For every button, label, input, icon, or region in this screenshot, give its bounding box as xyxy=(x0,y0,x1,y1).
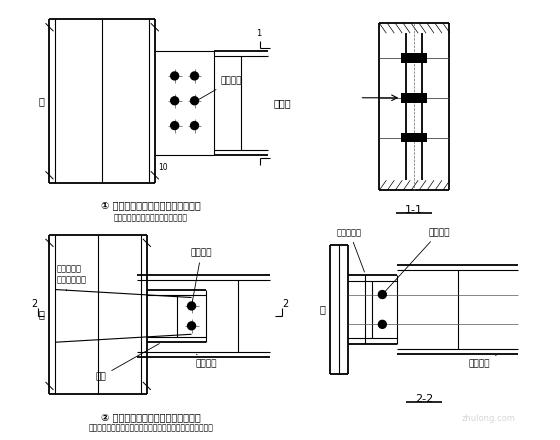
Bar xyxy=(401,53,427,63)
Text: 构造加劲股: 构造加劲股 xyxy=(337,228,365,272)
Circle shape xyxy=(190,97,198,105)
Text: 普通螺栋: 普通螺栋 xyxy=(190,248,212,303)
Text: 2: 2 xyxy=(282,299,288,309)
Text: （楼面棁与屢架柱通过连接板连接）: （楼面棁与屢架柱通过连接板连接） xyxy=(114,213,188,222)
Text: 牛腹: 牛腹 xyxy=(96,344,160,381)
Text: 2-2: 2-2 xyxy=(415,394,433,404)
Circle shape xyxy=(190,72,198,80)
Text: 构造加劲股
（成对布置）: 构造加劲股 （成对布置） xyxy=(57,265,86,291)
Text: zhulong.com: zhulong.com xyxy=(462,414,516,423)
Circle shape xyxy=(188,302,195,310)
Bar xyxy=(401,132,427,143)
Circle shape xyxy=(379,320,386,328)
Text: 高强螺栋: 高强螺栋 xyxy=(199,77,242,99)
Text: 柱: 柱 xyxy=(320,304,326,315)
Text: 楼面棁: 楼面棁 xyxy=(273,98,291,108)
Text: 2: 2 xyxy=(31,299,38,309)
Text: 1-1: 1-1 xyxy=(405,205,423,215)
Text: 柱: 柱 xyxy=(39,309,44,319)
Text: ① 楼面棁与屢架柱的钰接连接（一）: ① 楼面棁与屢架柱的钰接连接（一） xyxy=(101,200,200,210)
Text: 柱: 柱 xyxy=(39,96,44,106)
Bar xyxy=(401,93,427,103)
Circle shape xyxy=(171,72,179,80)
Text: 楼面次棁: 楼面次棁 xyxy=(195,354,217,369)
Text: ② 楼面棁与屢架柱的钰接连接（二）: ② 楼面棁与屢架柱的钰接连接（二） xyxy=(101,412,200,422)
Circle shape xyxy=(171,97,179,105)
Circle shape xyxy=(171,121,179,129)
Text: 10: 10 xyxy=(158,163,167,172)
Circle shape xyxy=(188,322,195,330)
Text: 普通螺栋: 普通螺栋 xyxy=(384,228,450,293)
Circle shape xyxy=(379,290,386,298)
Circle shape xyxy=(190,121,198,129)
Text: 1: 1 xyxy=(256,29,262,38)
Text: （楼面棁与屢架柱通过小牛腹连接，用于楼面棁距度不大时）: （楼面棁与屢架柱通过小牛腹连接，用于楼面棁距度不大时） xyxy=(88,424,213,433)
Text: 楼面次棁: 楼面次棁 xyxy=(469,356,496,369)
